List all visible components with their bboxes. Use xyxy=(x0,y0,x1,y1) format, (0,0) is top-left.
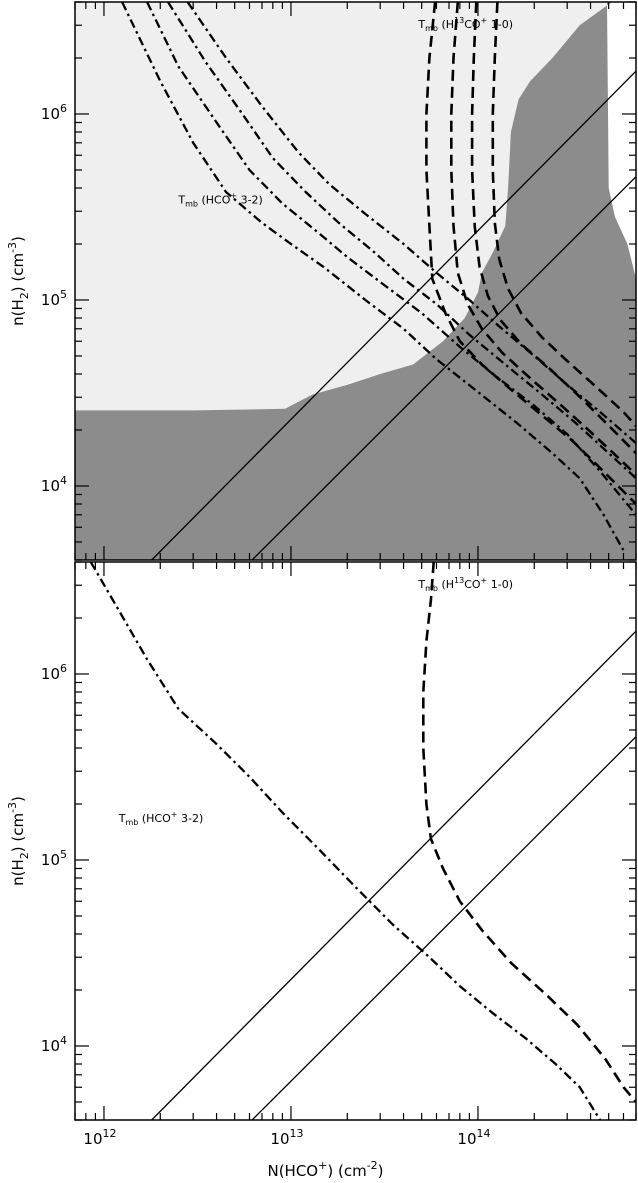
y-tick-label: 105 xyxy=(41,288,67,309)
series-line-solid-0 xyxy=(151,630,636,1120)
series-line-dashdot-2 xyxy=(121,2,625,552)
y-axis-label: n(H2) (cm-3) xyxy=(6,796,31,886)
series-line-dashed-8 xyxy=(470,2,636,455)
series-line-dashdot-4 xyxy=(167,2,636,480)
h13co-label: Tmb (H13CO+ 1-0) xyxy=(417,16,513,33)
series-line-solid-0 xyxy=(151,70,636,560)
y-axis-label: n(H2) (cm-3) xyxy=(6,236,31,326)
series-line-dashdot-3 xyxy=(146,2,636,516)
plot-frame xyxy=(74,561,637,1121)
series-line-dashed-7 xyxy=(449,2,636,476)
x-tick-label: 1013 xyxy=(270,1127,303,1148)
dark-shaded-region xyxy=(75,2,636,560)
series-line-dashdot-2 xyxy=(89,562,602,1120)
x-axis-label: N(HCO+) (cm-2) xyxy=(267,1159,383,1180)
hco-label: Tmb (HCO+ 3-2) xyxy=(118,810,203,827)
y-tick-label: 104 xyxy=(41,1034,67,1055)
series-line-dashed-3 xyxy=(421,562,636,1103)
y-tick-label: 104 xyxy=(41,474,67,495)
series-line-dashed-9 xyxy=(491,2,636,427)
plot-area xyxy=(89,562,636,1120)
x-tick-label: 1012 xyxy=(83,1127,116,1148)
y-tick-label: 106 xyxy=(41,102,67,123)
x-tick-label: 1014 xyxy=(457,1127,490,1148)
y-tick-label: 106 xyxy=(41,662,67,683)
h13co-label: Tmb (H13CO+ 1-0) xyxy=(417,576,513,593)
bottom-panel: 104 105 106 1012 1013 1014 n(H2) (cm-3) N(HCO+)… xyxy=(6,561,637,1180)
axis-ticks xyxy=(74,1,637,561)
y-tick-label: 105 xyxy=(41,848,67,869)
series-line-solid-1 xyxy=(251,176,636,560)
plot-frame xyxy=(74,1,637,561)
plot-area xyxy=(75,2,636,560)
hco-label: Tmb (HCO+ 3-2) xyxy=(177,192,262,209)
top-panel: 104 105 106 n(H2) (cm-3) Tmb (H13CO+ 1-0) Tmb… xyxy=(6,1,637,561)
series-line-dashed-6 xyxy=(425,2,636,505)
axis-ticks xyxy=(74,561,637,1121)
series-line-solid-1 xyxy=(251,736,636,1120)
